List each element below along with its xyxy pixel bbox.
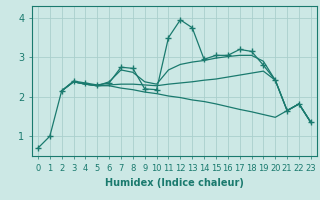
X-axis label: Humidex (Indice chaleur): Humidex (Indice chaleur)	[105, 178, 244, 188]
